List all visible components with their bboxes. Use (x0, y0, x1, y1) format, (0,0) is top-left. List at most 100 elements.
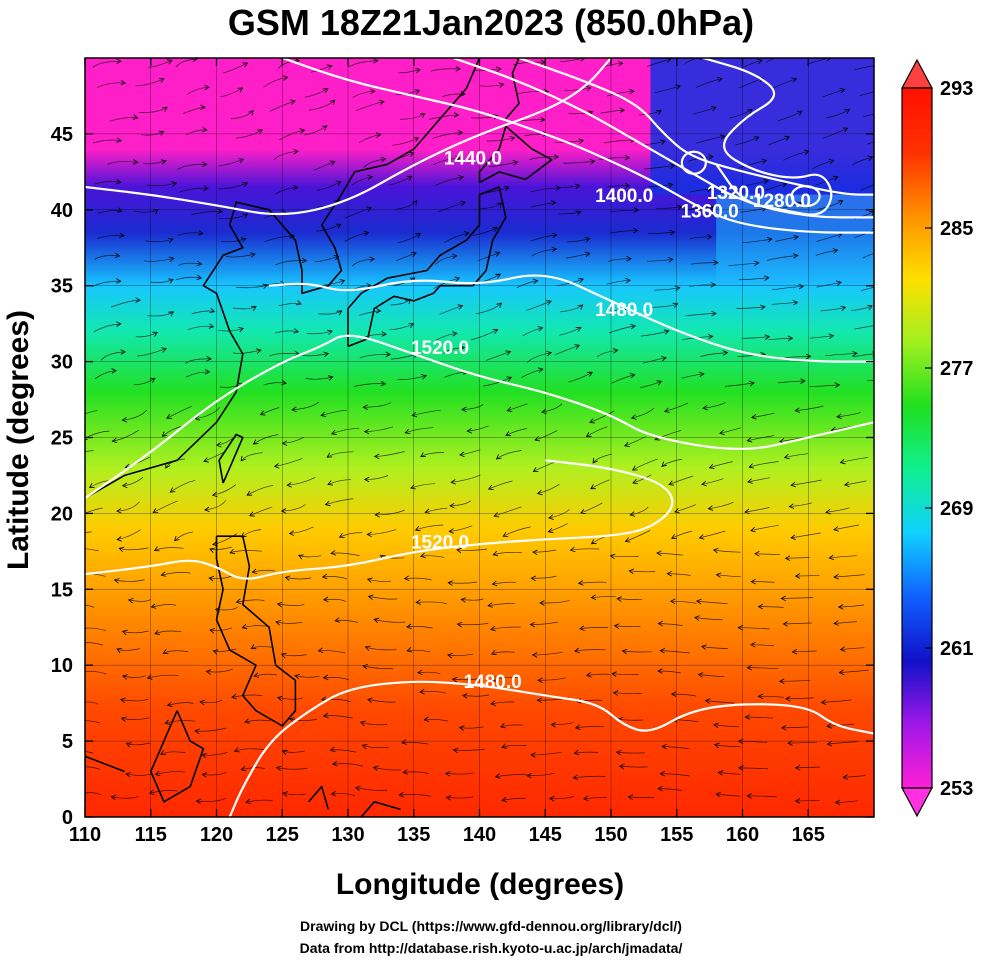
streamline-arrow (329, 160, 336, 166)
streamline (175, 276, 202, 281)
streamline (92, 60, 122, 68)
streamline-arrow (168, 256, 175, 262)
streamline-arrow (502, 531, 509, 537)
streamline-arrow (657, 785, 663, 792)
streamline-arrow (290, 99, 296, 105)
streamline-arrow (503, 185, 510, 192)
streamline-arrow (495, 273, 501, 279)
streamline-arrow (203, 457, 209, 463)
streamline-arrow (451, 331, 458, 337)
streamline-arrow (574, 183, 581, 190)
streamline (724, 382, 755, 387)
streamline-arrow (592, 457, 598, 464)
streamline (456, 548, 488, 551)
streamline-arrow (832, 175, 839, 181)
streamline (854, 65, 874, 71)
streamline (549, 796, 575, 799)
streamline-arrow (794, 407, 801, 413)
streamline-arrow (194, 728, 200, 735)
streamline (586, 673, 610, 676)
streamline-arrow (403, 575, 410, 581)
streamline (321, 409, 347, 416)
streamline (829, 555, 857, 559)
streamline-arrow (790, 481, 796, 488)
streamline-arrow (657, 620, 663, 627)
streamline (236, 129, 263, 139)
streamline (583, 797, 608, 800)
streamline-arrow (330, 790, 337, 797)
streamline (490, 626, 521, 630)
streamline (592, 453, 612, 464)
streamline (554, 140, 584, 143)
streamline-arrow (532, 278, 539, 285)
streamline-arrow (539, 600, 545, 606)
streamline (195, 727, 227, 732)
streamline-arrow (532, 467, 539, 472)
streamline (85, 792, 102, 796)
streamline-arrow (750, 527, 756, 533)
streamline-arrow (273, 463, 280, 469)
streamline-arrow (757, 693, 764, 700)
streamline-arrow (707, 234, 713, 240)
streamline (840, 647, 865, 651)
streamline (589, 410, 615, 423)
streamline-arrow (152, 331, 159, 337)
streamline (314, 255, 339, 263)
streamline-arrow (449, 502, 455, 509)
streamline (403, 771, 429, 774)
streamline-arrow (668, 480, 675, 486)
streamline (480, 83, 504, 87)
streamline-arrow (792, 299, 799, 306)
streamline-arrow (587, 371, 593, 377)
streamline (220, 238, 246, 243)
streamline (579, 627, 609, 630)
streamline-arrow (667, 182, 674, 188)
streamline-arrow (192, 58, 198, 63)
streamline-arrow (398, 791, 404, 798)
streamline-arrow (444, 771, 451, 777)
streamline-arrow (487, 484, 494, 490)
streamline (424, 718, 448, 722)
streamline-arrow (505, 431, 512, 437)
contour-label: 1520.0 (411, 532, 469, 553)
streamline (100, 351, 126, 361)
streamline (446, 796, 475, 799)
streamline-arrow (171, 181, 178, 187)
streamline-arrow (158, 130, 165, 136)
streamline (530, 234, 557, 242)
streamline (323, 715, 353, 719)
streamline-arrow (366, 206, 373, 212)
streamline (148, 59, 173, 68)
streamline (85, 627, 106, 631)
streamline-arrow (162, 649, 169, 654)
streamline (747, 435, 775, 442)
streamline-arrow (125, 742, 132, 748)
streamline-arrow (200, 104, 206, 111)
streamline-arrow (121, 629, 128, 636)
streamline-arrow (71, 546, 76, 551)
streamline-arrow (458, 725, 465, 731)
streamline (122, 630, 149, 634)
streamline (568, 111, 593, 115)
streamline-arrow (656, 380, 663, 386)
streamline-arrow (629, 88, 635, 95)
streamline-arrow (280, 653, 287, 659)
streamline-arrow (676, 204, 683, 211)
streamline (153, 500, 178, 513)
streamline (85, 531, 92, 534)
colorbar-tick-label: 269 (940, 498, 973, 520)
streamline-arrow (160, 159, 167, 165)
streamline-arrow (322, 88, 329, 94)
streamline-arrow (833, 526, 839, 532)
streamline-arrow (406, 647, 413, 653)
streamline-arrow (781, 182, 788, 188)
streamline-arrow (132, 114, 139, 120)
streamline-arrow (154, 629, 161, 635)
streamline-arrow (619, 107, 626, 113)
streamline (367, 699, 396, 703)
streamline-arrow (627, 794, 634, 800)
streamline (135, 332, 158, 338)
streamline (147, 674, 179, 679)
contour-1480.0 (269, 274, 874, 363)
